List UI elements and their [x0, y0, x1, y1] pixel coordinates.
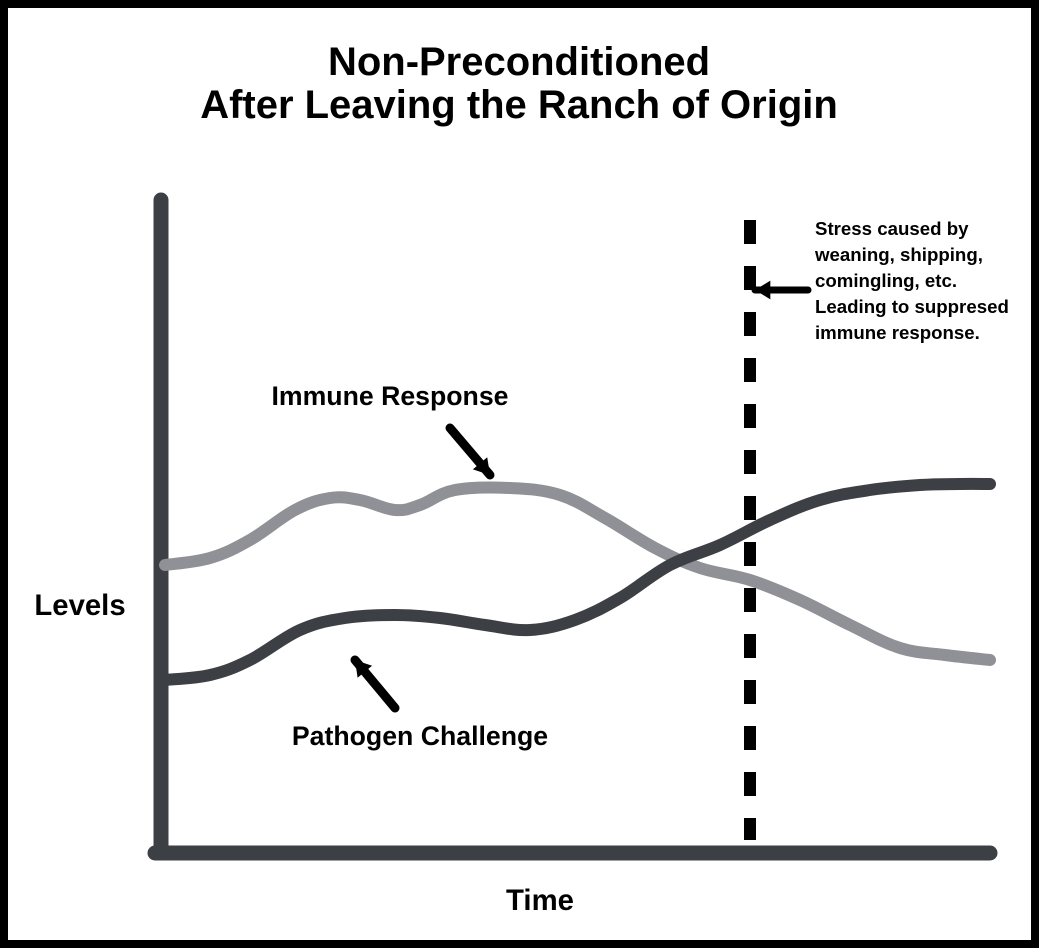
- chart-title-line2: After Leaving the Ranch of Origin: [200, 83, 838, 127]
- stress-annotation-line: Leading to suppresed: [815, 296, 1009, 317]
- chart-frame: Non-PreconditionedAfter Leaving the Ranc…: [0, 0, 1039, 948]
- chart-title-line1: Non-Preconditioned: [328, 40, 710, 84]
- stress-annotation-line: immune response.: [815, 322, 980, 343]
- chart-svg: Non-PreconditionedAfter Leaving the Ranc…: [0, 0, 1039, 948]
- stress-annotation-line: weaning, shipping,: [814, 244, 983, 265]
- stress-annotation-line: Stress caused by: [815, 218, 969, 239]
- y-axis-label: Levels: [34, 589, 125, 622]
- pathogen-challenge-label: Pathogen Challenge: [292, 721, 548, 751]
- immune-response-label: Immune Response: [271, 381, 508, 411]
- stress-annotation-line: comingling, etc.: [815, 270, 957, 291]
- x-axis-label: Time: [506, 884, 574, 917]
